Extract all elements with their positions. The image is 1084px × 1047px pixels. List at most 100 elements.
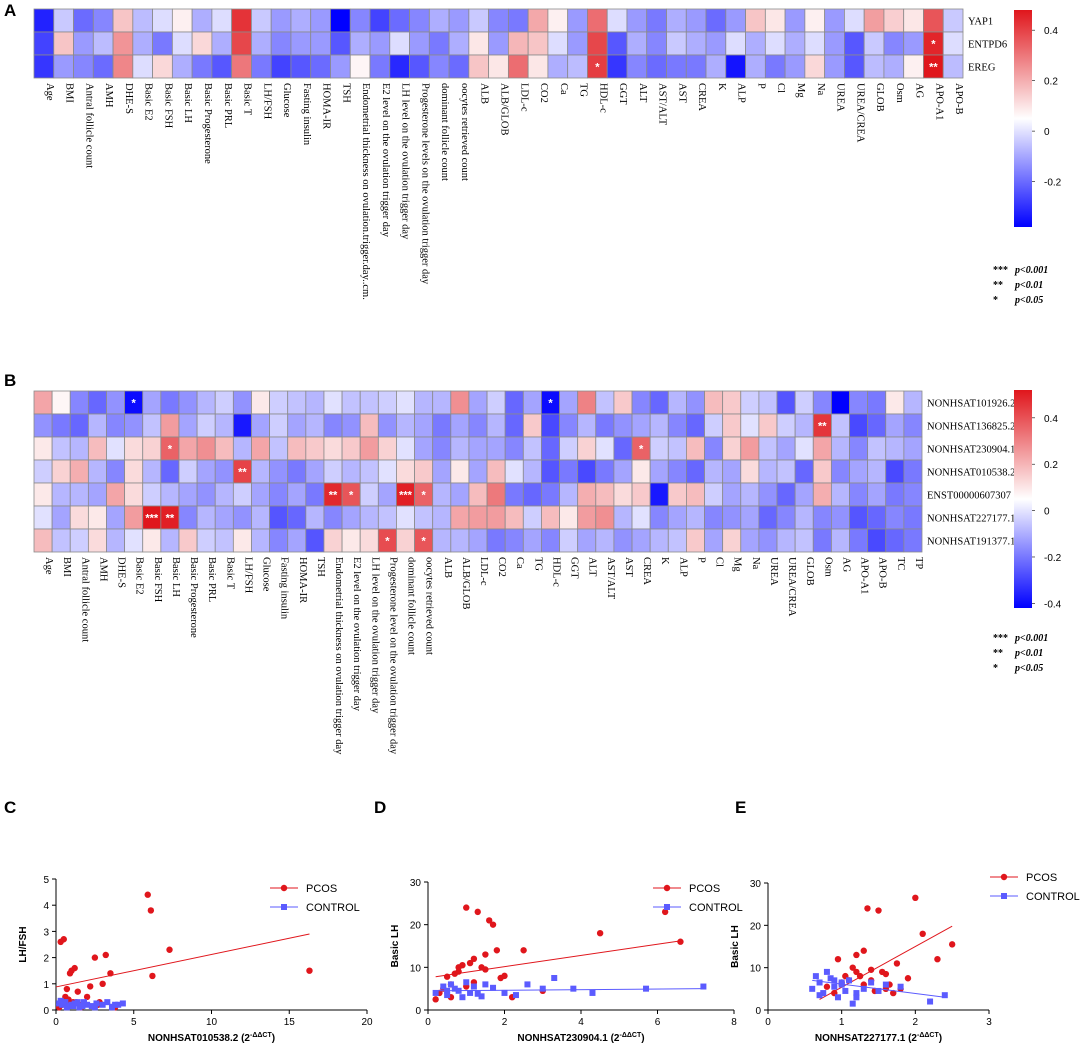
heatmap-column-label: P	[755, 83, 766, 89]
heatmap-column-label: Glucose	[281, 83, 292, 118]
heatmap-cell	[124, 436, 144, 461]
heatmap-cell	[745, 8, 766, 33]
heatmap-cell	[758, 436, 778, 461]
heatmap-cell	[106, 459, 126, 484]
data-point	[91, 1004, 98, 1011]
data-point	[83, 993, 91, 1001]
heatmap-cell	[631, 413, 651, 438]
heatmap-column-label: APO-A1	[933, 83, 944, 120]
heatmap-column-label: AST/ALT	[657, 83, 668, 126]
heatmap-cell	[211, 8, 233, 33]
heatmap-cell	[830, 390, 850, 415]
heatmap-cell	[269, 505, 289, 530]
heatmap-column-label: AMH	[97, 557, 108, 582]
heatmap-cell	[196, 482, 216, 507]
heatmap-cell	[323, 390, 343, 415]
heatmap-cell	[69, 459, 89, 484]
heatmap-cell	[923, 8, 944, 33]
x-tick-label: 4	[578, 1017, 584, 1028]
heatmap-cell	[290, 31, 312, 56]
heatmap-cell	[849, 505, 869, 530]
heatmap-cell	[867, 505, 887, 530]
legend-marker	[1001, 893, 1007, 899]
data-point	[306, 967, 313, 974]
heatmap-cell	[885, 505, 905, 530]
heatmap-column-label: TSH	[340, 83, 351, 103]
heatmap-cell	[722, 390, 742, 415]
heatmap-cell	[686, 528, 705, 553]
data-point	[912, 894, 919, 902]
heatmap-column-label: ALT	[637, 83, 648, 103]
heatmap-cell	[824, 31, 845, 56]
heatmap-cell	[409, 31, 430, 56]
heatmap-cell	[844, 31, 865, 56]
data-point	[166, 946, 173, 953]
heatmap-column-label: CO2	[496, 557, 507, 577]
heatmap-cell	[106, 528, 126, 553]
heatmap-cell	[69, 436, 89, 461]
significance-star: **	[166, 513, 175, 525]
heatmap-cell	[903, 436, 923, 461]
heatmap-cell	[396, 436, 415, 461]
data-point	[809, 985, 816, 992]
heatmap-cell	[867, 390, 887, 415]
data-point	[661, 908, 669, 916]
heatmap-cell	[196, 436, 216, 461]
heatmap-cell	[764, 31, 786, 56]
x-tick-label: 1	[839, 1017, 845, 1028]
heatmap-column-label: DHE-S	[116, 557, 127, 588]
heatmap-column-label: GLOB	[804, 557, 815, 586]
heatmap-column-label: Basic E2	[143, 83, 154, 121]
heatmap-cell	[330, 54, 351, 79]
heatmap-cell	[251, 505, 270, 530]
heatmap-cell	[758, 482, 778, 507]
heatmap-cell	[152, 31, 173, 56]
heatmap-cell	[686, 390, 705, 415]
heatmap-column-label: Basic FSH	[162, 83, 173, 129]
heatmap-cell	[745, 31, 766, 56]
heatmap-cell	[450, 482, 470, 507]
heatmap-cell	[171, 31, 193, 56]
heatmap-cell	[804, 54, 826, 79]
heatmap-cell	[450, 436, 470, 461]
data-point	[853, 990, 860, 997]
y-axis-title: LH/FSH	[18, 926, 29, 962]
heatmap-cell	[448, 8, 470, 33]
heatmap-cell	[740, 482, 760, 507]
data-point	[816, 992, 823, 999]
heatmap-cell	[269, 436, 289, 461]
legend-stars: ***	[993, 633, 1008, 644]
heatmap-cell	[87, 390, 107, 415]
heatmap-cell	[359, 528, 379, 553]
heatmap-cell	[577, 390, 597, 415]
heatmap-column-label: GLOB	[874, 83, 885, 112]
scatter-panel-c: 0 5 10 15 20 0 1 2 3 4 5 NONHSAT010538.2 (2-ΔΔCT) LH…	[18, 875, 373, 1044]
heatmap-cell	[704, 482, 724, 507]
heatmap-cell	[885, 413, 905, 438]
heatmap-cell	[595, 413, 615, 438]
heatmap-row-label: NONHSAT230904.1	[927, 445, 1015, 456]
heatmap-column-label: ALB/GLOB	[499, 83, 510, 136]
heatmap-cell	[432, 505, 452, 530]
heatmap-cell	[124, 413, 144, 438]
heatmap-cell	[171, 8, 193, 33]
heatmap-cell	[414, 436, 434, 461]
heatmap-cell	[883, 54, 905, 79]
data-point	[482, 981, 489, 988]
heatmap-row-label: NONHSAT136825.2	[927, 422, 1015, 433]
heatmap-cell	[722, 482, 742, 507]
data-point	[893, 960, 901, 967]
heatmap-cell	[142, 528, 162, 553]
x-axis-title: NONHSAT227177.1 (2-ΔΔCT)	[815, 1032, 942, 1044]
heatmap-cell	[776, 482, 796, 507]
heatmap-column-label: AST/ALT	[605, 557, 616, 600]
heatmap-cell	[428, 31, 450, 56]
heatmap-cell	[504, 459, 524, 484]
data-point	[451, 985, 458, 992]
heatmap-cell	[214, 482, 234, 507]
significance-star: ***	[145, 513, 159, 525]
data-point	[867, 966, 875, 973]
legend-stars: **	[993, 648, 1003, 659]
heatmap-cell	[867, 482, 887, 507]
legend-stars: *	[993, 663, 998, 674]
